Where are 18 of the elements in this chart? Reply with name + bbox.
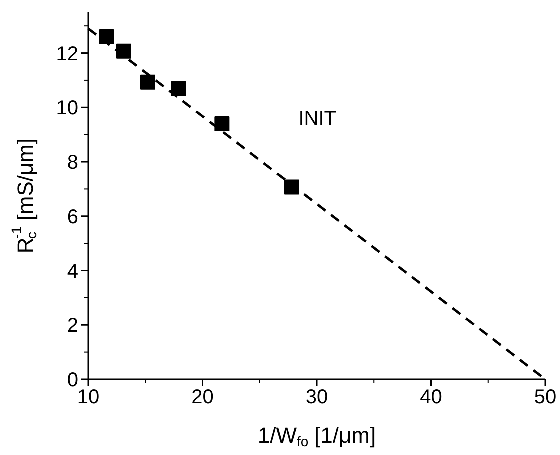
annotation: INIT — [298, 108, 336, 130]
point — [99, 29, 114, 44]
point — [214, 116, 230, 132]
point — [171, 81, 186, 96]
x-tick-label: 20 — [192, 386, 214, 408]
point — [140, 74, 156, 90]
y-tick-label: 0 — [67, 370, 78, 392]
y-tick-label: 8 — [67, 152, 78, 174]
y-tick-label: 10 — [56, 98, 79, 120]
x-tick-label: 50 — [534, 386, 557, 408]
y-tick-label: 6 — [67, 206, 78, 228]
y-tick-label: 12 — [56, 43, 79, 66]
y-tick-label: 4 — [67, 260, 78, 283]
x-tick-label: 30 — [306, 386, 328, 408]
point — [116, 44, 132, 59]
y-tick-label: 2 — [67, 315, 78, 338]
y-axis-title: Rc-1 [mS/μm] — [8, 138, 40, 254]
x-tick-label: 40 — [420, 386, 442, 408]
